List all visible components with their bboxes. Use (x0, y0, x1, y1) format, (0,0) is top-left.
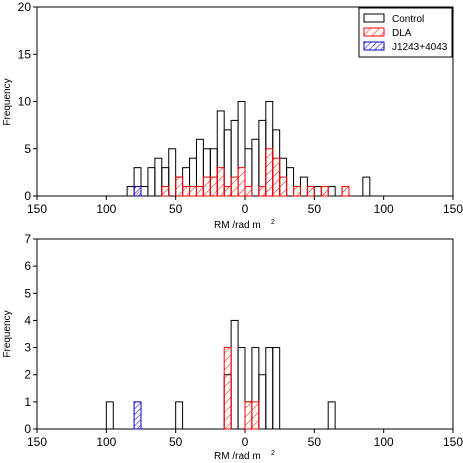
bottom-histogram-bars (105, 319, 336, 430)
top-bar-control (313, 186, 322, 197)
top-y-axis-label: Frequency (2, 78, 13, 125)
top-bar-control (251, 138, 260, 197)
top-y-tick-label: 10 (18, 95, 32, 109)
top-bar-dla (175, 176, 184, 197)
legend-label-dla: DLA (392, 28, 412, 39)
top-bar-control (126, 186, 135, 197)
bottom-y-tick-label: 2 (24, 368, 31, 382)
bottom-bar-dla (251, 401, 260, 430)
top-bar-dla (202, 176, 211, 197)
top-x-tick-label: 50 (308, 202, 322, 216)
top-y-tick-label: 20 (18, 0, 32, 14)
top-bar-control (286, 167, 295, 197)
top-bar-dla (195, 186, 204, 197)
top-bar-dla (320, 186, 329, 197)
bottom-x-tick-label: 0 (242, 435, 249, 449)
bottom-x-tick-label: 100 (96, 435, 116, 449)
top-bar-control (258, 119, 267, 197)
top-bar-dla (341, 186, 350, 197)
top-y-ticks: 0 5 10 15 20 (18, 0, 37, 203)
legend-label-j1243: J1243+4043 (392, 42, 448, 53)
top-y-tick-label: 0 (24, 189, 31, 203)
bottom-y-tick-label: 3 (24, 341, 31, 355)
bottom-bar-control (175, 401, 184, 430)
top-bar-dla (265, 148, 274, 197)
top-y-tick-label: 15 (18, 47, 32, 61)
bottom-x-axis-label-superscript: 2 (271, 450, 275, 457)
top-bar-dla (189, 186, 197, 197)
bottom-x-tick-label: 150 (443, 435, 463, 449)
bottom-bar-control (237, 347, 246, 430)
bottom-x-axis-label: RM /rad m (214, 451, 261, 462)
top-x-tick-label: 150 (443, 202, 463, 216)
top-bar-dla (161, 186, 170, 197)
bottom-bar-control (265, 347, 274, 430)
top-bar-dla (237, 167, 246, 197)
bottom-x-ticks: 150 100 50 0 50 100 150 (27, 429, 463, 449)
bottom-bar-control (230, 319, 239, 430)
bottom-x-tick-label: 50 (169, 435, 183, 449)
bottom-bar-control (258, 374, 267, 430)
legend-swatch-j1243 (363, 41, 385, 51)
top-x-tick-label: 0 (242, 202, 249, 216)
top-x-axis-label-superscript: 2 (271, 219, 275, 226)
top-x-ticks: 150 100 50 0 50 100 150 (27, 196, 463, 216)
legend: Control DLA J1243+4043 (358, 7, 453, 58)
bottom-y-ticks: 0 1 2 3 4 5 6 7 (24, 232, 37, 436)
bottom-bar-control (105, 401, 114, 430)
top-bar-control (154, 157, 163, 197)
bottom-x-tick-label: 100 (374, 435, 394, 449)
legend-swatch-control (363, 13, 385, 23)
top-histogram-bars (126, 101, 371, 197)
top-y-tick-label: 5 (24, 142, 31, 156)
top-bar-dla (293, 186, 301, 197)
top-x-tick-label: 150 (27, 202, 47, 216)
top-histogram-panel: 0 5 10 15 20 150 100 50 0 50 100 150 Frequency RM … (2, 0, 463, 231)
top-bar-dla (272, 157, 281, 197)
bottom-y-tick-label: 0 (24, 422, 31, 436)
bottom-y-tick-label: 7 (24, 232, 31, 246)
top-bar-dla (223, 186, 232, 197)
top-bar-control (140, 186, 149, 197)
bottom-bar-dla (244, 401, 253, 430)
top-bar-control (362, 176, 371, 197)
top-bar-dla (209, 176, 218, 197)
bottom-bar-j1243-4043 (133, 401, 142, 430)
bottom-y-tick-label: 6 (24, 259, 31, 273)
bottom-y-tick-label: 4 (24, 313, 31, 327)
bottom-bar-control (327, 401, 336, 430)
top-bar-j1243-4043 (133, 186, 142, 197)
top-bar-dla (182, 186, 191, 197)
top-bar-dla (216, 167, 225, 197)
bottom-bar-control (272, 347, 281, 430)
bottom-x-tick-label: 50 (308, 435, 322, 449)
top-x-tick-label: 50 (169, 202, 183, 216)
top-bar-dla (306, 186, 315, 197)
legend-label-control: Control (392, 14, 424, 25)
bottom-histogram-panel: 0 1 2 3 4 5 6 7 150 100 50 0 50 100 150 Frequency RM … (2, 232, 463, 462)
top-bar-control (327, 186, 336, 197)
bottom-y-axis-label: Frequency (2, 310, 13, 357)
bottom-y-tick-label: 1 (24, 395, 31, 409)
top-bar-dla (279, 176, 288, 197)
top-bar-control (168, 148, 177, 197)
bottom-y-tick-label: 5 (24, 286, 31, 300)
top-x-tick-label: 100 (96, 202, 116, 216)
top-x-tick-label: 100 (374, 202, 394, 216)
top-bar-dla (230, 176, 239, 197)
top-bar-control (147, 167, 156, 197)
bottom-bar-dla (223, 347, 232, 430)
top-x-axis-label: RM /rad m (214, 220, 261, 231)
bottom-x-tick-label: 150 (27, 435, 47, 449)
top-bar-control (299, 176, 308, 197)
top-bar-dla (244, 186, 253, 197)
top-bar-dla (258, 186, 267, 197)
legend-swatch-dla (363, 27, 385, 37)
